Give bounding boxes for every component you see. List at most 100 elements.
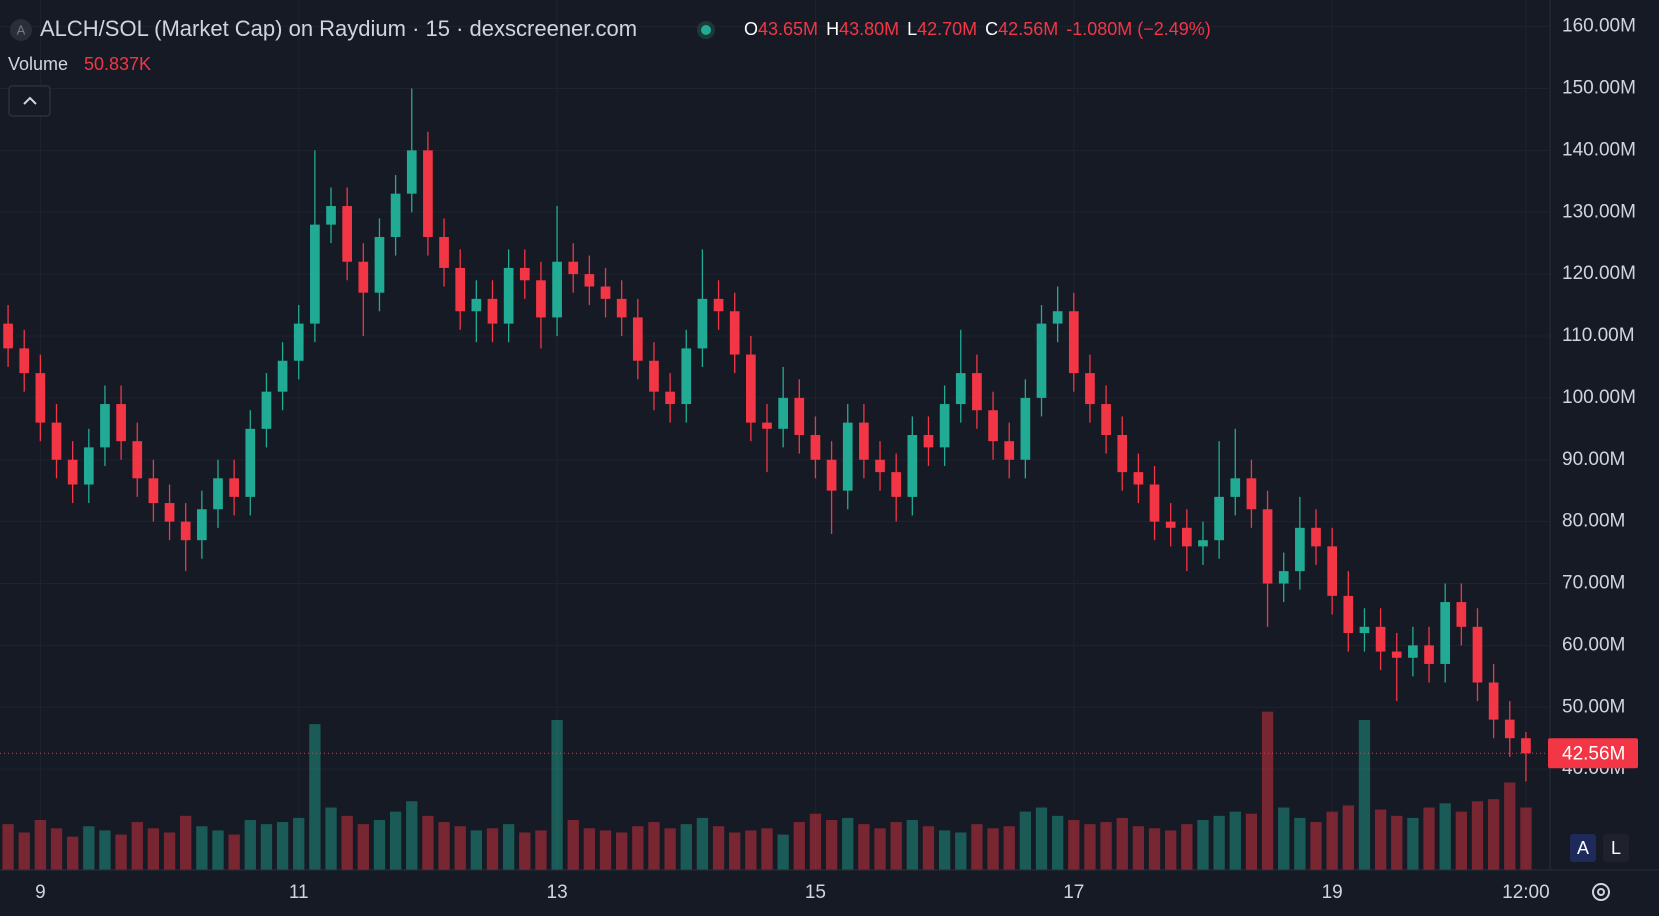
volume-bar — [809, 813, 822, 870]
candle-body — [826, 459, 837, 491]
volume-bar — [761, 828, 773, 870]
volume-bar — [1391, 815, 1403, 870]
candle-body — [1472, 626, 1483, 683]
candle-body — [1149, 484, 1160, 522]
volume-bar — [228, 834, 240, 870]
volume-bar — [18, 832, 30, 870]
volume-bar — [34, 820, 47, 870]
volume-bar — [1487, 799, 1500, 870]
volume-bar — [1165, 830, 1177, 870]
x-axis: 9 11 13 15 17 19 12:00 — [35, 882, 1550, 903]
volume-bar — [680, 824, 692, 870]
candle-body — [503, 267, 514, 324]
candle-body — [1295, 527, 1305, 572]
volume-bar — [1035, 807, 1048, 870]
candle-body — [1117, 435, 1128, 473]
candle-body — [406, 150, 417, 194]
ohlc-key: H — [826, 19, 839, 39]
candle-body — [1343, 595, 1354, 634]
volume-bar — [502, 824, 515, 870]
candle-body — [681, 348, 692, 405]
candle-body — [1085, 373, 1095, 405]
volume-bar — [1068, 820, 1080, 870]
volume-bar — [938, 830, 951, 870]
volume-bar — [825, 820, 838, 870]
volume-bar — [1181, 824, 1193, 870]
candle-body — [1504, 719, 1515, 739]
volume-bar — [293, 817, 305, 870]
chart-title: ALCH/SOL (Market Cap) on Raydium · 15 · … — [40, 16, 637, 41]
volume-layer — [2, 711, 1532, 870]
volume-bar — [922, 826, 935, 870]
volume-bar — [793, 822, 805, 870]
candle-body — [762, 422, 772, 429]
x-tick-label: 9 — [35, 882, 46, 903]
ohlc-readout: O43.65M H43.80M L42.70M C42.56M -1.080M (−2.… — [744, 19, 1211, 39]
candle-body — [132, 441, 143, 479]
scale-button-label: A — [1577, 838, 1589, 858]
volume-bar — [406, 801, 418, 870]
candle-body — [1133, 472, 1144, 485]
candle-body — [616, 298, 627, 318]
settings-icon[interactable] — [1592, 883, 1610, 901]
collapse-button[interactable] — [8, 85, 51, 117]
candle-body — [1391, 651, 1402, 658]
candle-body — [1327, 546, 1338, 596]
volume-bar — [454, 826, 466, 870]
ohlc-value: 43.80M — [839, 19, 899, 39]
volume-bar — [325, 807, 337, 870]
candle-body — [180, 521, 191, 541]
volume-bar — [438, 822, 450, 870]
volume-bar — [842, 817, 854, 870]
volume-bar — [180, 815, 192, 870]
candle-body — [778, 397, 788, 429]
candle-body — [277, 360, 288, 392]
volume-bar — [147, 828, 160, 870]
candle-body — [1214, 496, 1224, 541]
grid — [0, 0, 1550, 870]
volume-bar — [874, 828, 886, 870]
candle-body — [116, 404, 126, 442]
y-tick-label: 120.00M — [1562, 263, 1636, 284]
volume-bar — [244, 820, 256, 870]
volume-label: Volume — [8, 54, 68, 74]
volume-bar — [309, 724, 321, 870]
volume-bar — [777, 834, 789, 870]
y-tick-label: 130.00M — [1562, 201, 1636, 222]
volume-bar — [1504, 782, 1516, 870]
last-price-badge — [1548, 738, 1638, 769]
candle-body — [1198, 540, 1208, 547]
candle-body — [100, 404, 110, 448]
volume-bar — [50, 828, 63, 870]
volume-bar — [1439, 803, 1451, 870]
volume-bar — [341, 815, 353, 870]
candle-body — [455, 267, 466, 312]
scale-button[interactable] — [1570, 834, 1596, 862]
volume-bar — [373, 820, 386, 870]
candle-body — [955, 373, 966, 405]
volume-bar — [1342, 805, 1354, 870]
candle-body — [1408, 645, 1418, 658]
candle-body — [1181, 527, 1192, 547]
y-tick-label: 100.00M — [1562, 387, 1636, 408]
volume-bar — [567, 820, 579, 870]
candle-body — [1101, 404, 1111, 435]
volume-bar — [1423, 807, 1435, 870]
volume-bar — [1116, 817, 1128, 870]
volume-bar — [212, 830, 224, 870]
candle-body — [729, 311, 740, 355]
volume-bar — [535, 830, 547, 870]
y-tick-label: 80.00M — [1562, 511, 1625, 532]
volume-bar — [664, 828, 676, 870]
x-tick-label: 11 — [289, 882, 309, 903]
volume-bar — [599, 830, 612, 870]
volume-bar — [1374, 809, 1387, 870]
symbol-icon — [10, 19, 32, 41]
candle-body — [1278, 571, 1289, 584]
candle-body — [310, 224, 320, 324]
volume-bar — [1132, 826, 1145, 870]
scale-button[interactable] — [1603, 834, 1629, 862]
candle-body — [342, 206, 353, 262]
volume-bar — [1326, 811, 1338, 870]
